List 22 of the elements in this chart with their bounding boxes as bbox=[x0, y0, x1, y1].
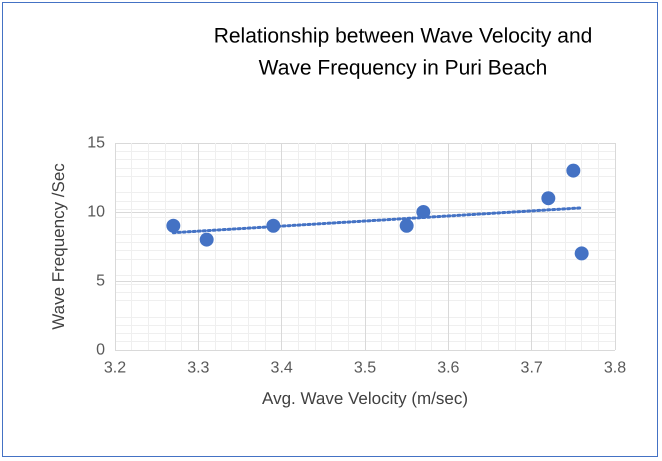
point bbox=[416, 205, 430, 219]
y-axis-title: Wave Frequency /Sec bbox=[49, 162, 68, 330]
x-tick-label: 3.2 bbox=[104, 360, 126, 376]
x-axis-title: Avg. Wave Velocity (m/sec) bbox=[262, 389, 468, 408]
point bbox=[566, 164, 580, 178]
x-tick-label: 3.3 bbox=[187, 360, 210, 376]
point bbox=[200, 232, 214, 247]
point bbox=[574, 246, 589, 260]
y-tick-label: 15 bbox=[87, 134, 106, 152]
x-tick-label: 3.5 bbox=[354, 360, 376, 376]
point bbox=[541, 191, 556, 206]
x-tick-label: 3.6 bbox=[437, 360, 460, 376]
point bbox=[166, 218, 180, 233]
point bbox=[266, 218, 280, 233]
x-tick-label: 3.7 bbox=[520, 360, 543, 376]
y-tick-label: 10 bbox=[87, 204, 106, 220]
y-tick-label: 0 bbox=[96, 342, 106, 358]
point bbox=[400, 218, 414, 233]
chart-title: Relationship between Wave Velocity and Wave Frequency in Puri Beach bbox=[214, 24, 592, 80]
x-tick-label: 3.4 bbox=[270, 360, 293, 376]
y-tick-label: 5 bbox=[96, 272, 106, 290]
x-tick-label: 3.8 bbox=[604, 360, 626, 376]
